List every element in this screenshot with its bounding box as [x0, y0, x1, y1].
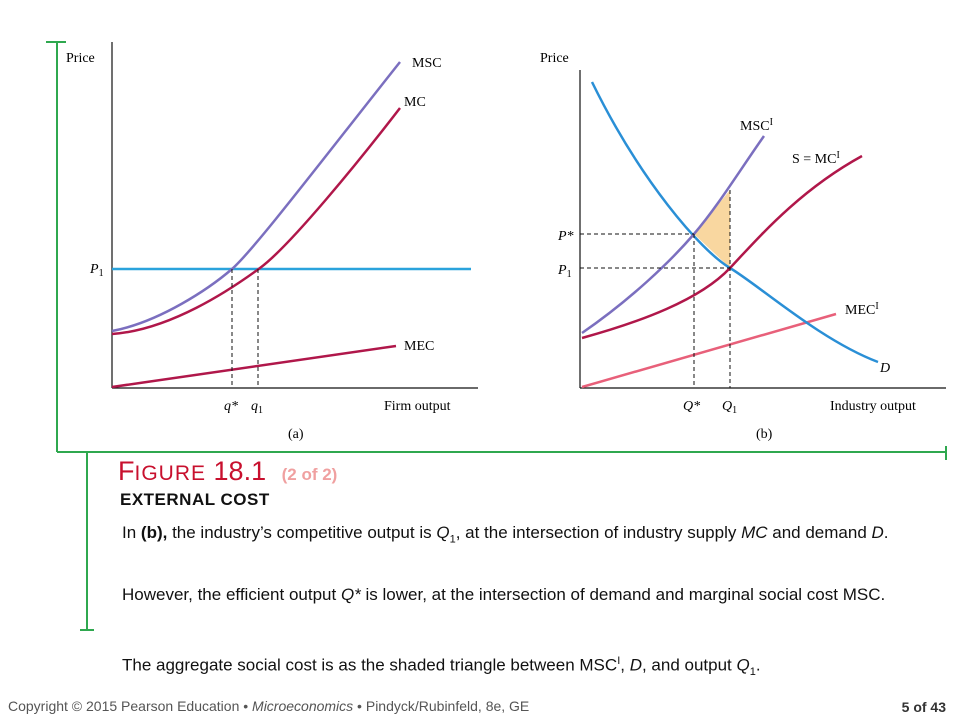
panel-a-caption: (a): [288, 427, 304, 442]
figure-title: FIGURE 18.1 (2 of 2): [118, 456, 338, 486]
panel-b-y-label: Price: [540, 51, 569, 66]
panel-a-msc-curve: [111, 61, 401, 333]
panel-a: Price Firm output (a) MSC MC MEC P1 q* q…: [66, 42, 478, 442]
paragraph-3: The aggregate social cost is as the shad…: [122, 655, 761, 679]
panel-b-demand-label: D: [879, 361, 890, 376]
panel-a-x-label: Firm output: [384, 399, 451, 414]
panel-b-pstar-label: P*: [557, 229, 574, 244]
panel-b-mec-label: MECI: [845, 301, 879, 318]
paragraph-1: In (b), the industry’s competitive outpu…: [122, 523, 889, 546]
panel-a-q1-label: q1: [251, 399, 263, 416]
panel-b-q1-label: Q1: [722, 399, 737, 416]
panel-b-msc-label: MSCI: [740, 117, 773, 134]
page-number: 5 of 43: [901, 699, 946, 715]
panel-a-msc-label: MSC: [412, 56, 442, 71]
panel-a-qstar-label: q*: [224, 399, 238, 414]
panel-b-caption: (b): [756, 427, 773, 442]
figure-diagram: Price Firm output (a) MSC MC MEC P1 q* q…: [46, 41, 947, 460]
panel-b-mec-curve: [581, 312, 837, 389]
panel-b-x-label: Industry output: [830, 399, 916, 414]
figure-subtitle: EXTERNAL COST: [120, 490, 270, 509]
paragraph-2: However, the efficient output Q* is lowe…: [122, 585, 886, 604]
footer-copyright: Copyright © 2015 Pearson Education • Mic…: [8, 698, 530, 714]
panel-b-qstar-label: Q*: [683, 399, 700, 414]
panel-a-mc-label: MC: [404, 95, 426, 110]
panel-b-smc-label: S = MCI: [792, 150, 840, 167]
panel-b-demand-curve: [590, 81, 879, 364]
panel-a-mec-label: MEC: [404, 339, 434, 354]
panel-a-mec-curve: [111, 344, 397, 389]
panel-a-mc-curve: [111, 107, 401, 336]
panel-b-shaded-triangle: [694, 190, 730, 268]
panel-b: Price Industry output (b) MSCI S = MCI M…: [540, 51, 946, 442]
panel-b-p1-label: P1: [557, 263, 572, 280]
panel-a-p1-label: P1: [89, 262, 104, 279]
figure-part: (2 of 2): [281, 465, 338, 484]
bracket-decoration: [46, 41, 947, 460]
panel-a-y-label: Price: [66, 51, 95, 66]
lower-bracket-decoration: [80, 452, 94, 631]
